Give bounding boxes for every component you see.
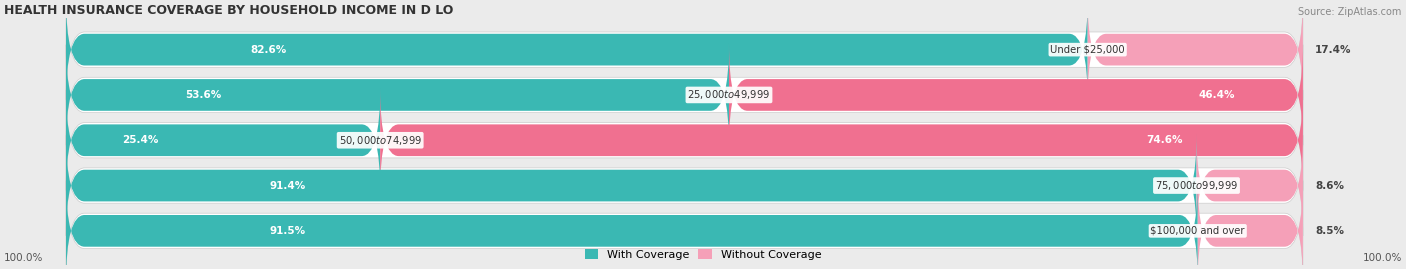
Text: Under $25,000: Under $25,000 [1050, 45, 1125, 55]
Text: 82.6%: 82.6% [250, 45, 287, 55]
FancyBboxPatch shape [66, 88, 380, 192]
FancyBboxPatch shape [66, 90, 1303, 190]
Text: 91.4%: 91.4% [270, 180, 305, 190]
Legend: With Coverage, Without Coverage: With Coverage, Without Coverage [581, 245, 825, 264]
Text: $75,000 to $99,999: $75,000 to $99,999 [1154, 179, 1239, 192]
FancyBboxPatch shape [1088, 0, 1303, 102]
FancyBboxPatch shape [1197, 133, 1303, 238]
Text: $25,000 to $49,999: $25,000 to $49,999 [688, 89, 770, 101]
Text: 46.4%: 46.4% [1198, 90, 1234, 100]
Text: 53.6%: 53.6% [186, 90, 222, 100]
FancyBboxPatch shape [66, 45, 1303, 145]
Text: HEALTH INSURANCE COVERAGE BY HOUSEHOLD INCOME IN D LO: HEALTH INSURANCE COVERAGE BY HOUSEHOLD I… [4, 4, 454, 17]
Text: $50,000 to $74,999: $50,000 to $74,999 [339, 134, 422, 147]
Text: 100.0%: 100.0% [1362, 253, 1402, 263]
Text: 74.6%: 74.6% [1146, 135, 1182, 145]
Text: 91.5%: 91.5% [270, 226, 307, 236]
FancyBboxPatch shape [66, 0, 1088, 102]
FancyBboxPatch shape [728, 43, 1303, 147]
Text: 8.5%: 8.5% [1315, 226, 1344, 236]
FancyBboxPatch shape [66, 179, 1198, 269]
FancyBboxPatch shape [66, 135, 1303, 236]
Text: $100,000 and over: $100,000 and over [1150, 226, 1244, 236]
Text: 17.4%: 17.4% [1315, 45, 1351, 55]
Text: 25.4%: 25.4% [122, 135, 159, 145]
FancyBboxPatch shape [66, 0, 1303, 100]
FancyBboxPatch shape [1198, 179, 1303, 269]
FancyBboxPatch shape [380, 88, 1303, 192]
Text: 100.0%: 100.0% [4, 253, 44, 263]
Text: Source: ZipAtlas.com: Source: ZipAtlas.com [1299, 7, 1402, 17]
FancyBboxPatch shape [66, 43, 728, 147]
FancyBboxPatch shape [66, 133, 1197, 238]
Text: 8.6%: 8.6% [1315, 180, 1344, 190]
FancyBboxPatch shape [66, 180, 1303, 269]
